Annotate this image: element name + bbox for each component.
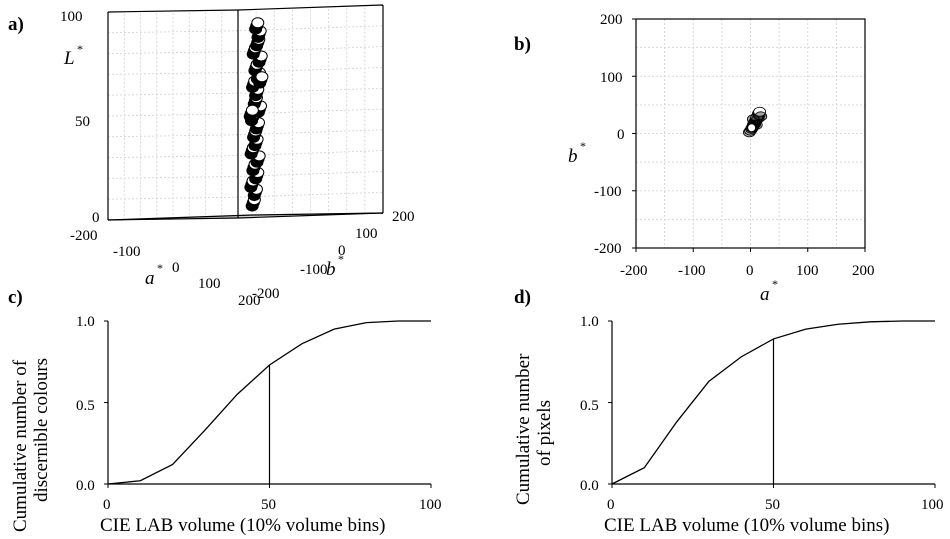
a-point [251, 17, 265, 29]
panel-b-scatter: 200 100 0 -100 -200 -200 -100 0 100 200 … [568, 12, 875, 305]
a-frame-edge [237, 4, 384, 11]
b-ytick-200: 200 [600, 12, 623, 28]
b-ylabel-sup: * [580, 139, 586, 153]
b-point-center [747, 123, 757, 133]
a-grid-level [107, 87, 384, 96]
a-ylabel: b [326, 259, 336, 280]
a-xtick-n200: -200 [70, 228, 98, 244]
a-xtick-100: 100 [198, 276, 221, 292]
panel-label-b: b) [514, 34, 531, 55]
b-ylabel: b [568, 146, 578, 167]
panel-a-3d-scatter: 100 50 0 L * -200 -100 0 100 200 a * 200… [60, 4, 415, 309]
b-xtick-100: 100 [796, 263, 819, 279]
b-xtick-n100: -100 [678, 263, 706, 279]
b-ytick-100: 100 [600, 70, 623, 86]
a-ytick-200: 200 [392, 209, 415, 225]
b-xtick-n200: -200 [620, 263, 648, 279]
a-ztick-50: 50 [75, 114, 90, 130]
a-grid-level [107, 191, 384, 200]
c-xlabel: CIE LAB volume (10% volume bins) [100, 515, 386, 536]
a-frame-edge [107, 9, 239, 13]
a-frame-edge [252, 212, 384, 216]
a-xtick-n100: -100 [113, 244, 141, 260]
a-zlabel-sup: * [77, 42, 83, 56]
b-xtick-200: 200 [852, 263, 875, 279]
panel-d-line-chart: 1.0 0.5 0.0 0 50 100 CIE LAB volume (10%… [513, 314, 944, 536]
a-frame-edge [107, 214, 254, 221]
d-ytick-05: 0.5 [580, 398, 599, 414]
a-ztick-0: 0 [92, 210, 100, 226]
panel-d-plot [608, 320, 936, 488]
c-ylabel-line1: Cumulative number of [10, 359, 31, 532]
a-xlabel-sup: * [157, 261, 163, 275]
a-point [255, 71, 269, 83]
a-ytick-n200: -200 [252, 286, 280, 302]
b-ytick-n100: -100 [594, 184, 622, 200]
a-zlabel: L [63, 48, 75, 69]
panel-label-d: d) [514, 287, 531, 308]
a-ytick-0: 0 [338, 243, 346, 259]
panel-b-ticks [632, 18, 866, 252]
panel-b-points [742, 106, 768, 138]
b-ytick-0: 0 [617, 127, 625, 143]
a-grid-level [107, 46, 384, 54]
panel-a-points [243, 17, 269, 212]
a-xtick-200: 200 [238, 293, 261, 309]
a-ytick-n100: -100 [300, 262, 328, 278]
a-grid-level [107, 129, 384, 138]
c-ytick-0: 0.0 [76, 478, 95, 494]
c-xtick-0: 0 [103, 497, 111, 513]
c-ylabel-line2: discernible colours [31, 358, 52, 502]
a-point [245, 104, 259, 116]
d-xtick-50: 50 [765, 497, 780, 513]
d-ytick-0: 0.0 [580, 478, 599, 494]
b-ytick-n200: -200 [594, 241, 622, 257]
d-ylabel-line2: of pixels [534, 400, 555, 466]
a-ztick-100: 100 [60, 9, 83, 25]
b-point [754, 111, 768, 122]
d-xtick-0: 0 [607, 497, 615, 513]
b-xlabel: a [760, 284, 770, 305]
panel-c-line-chart: 1.0 0.5 0.0 0 50 100 CIE LAB volume (10%… [10, 314, 442, 536]
a-ylabel-sup: * [338, 252, 344, 266]
panel-a-frame [107, 4, 384, 221]
a-xtick-0: 0 [172, 260, 180, 276]
a-grid-level [107, 67, 384, 75]
panel-c-plot [104, 320, 432, 488]
c-ytick-1: 1.0 [76, 314, 95, 330]
d-ylabel-line1: Cumulative number [513, 353, 534, 505]
a-grid-level [107, 25, 384, 34]
d-xlabel: CIE LAB volume (10% volume bins) [604, 515, 890, 536]
b-xtick-0: 0 [746, 263, 754, 279]
a-xlabel: a [145, 268, 155, 289]
c-xtick-100: 100 [419, 497, 442, 513]
panel-label-c: c) [8, 287, 23, 308]
d-ytick-1: 1.0 [580, 314, 599, 330]
c-ytick-05: 0.5 [76, 398, 95, 414]
d-xtick-100: 100 [921, 497, 944, 513]
a-grid-level [107, 171, 384, 179]
b-xlabel-sup: * [772, 277, 778, 291]
c-xtick-50: 50 [261, 497, 276, 513]
panel-label-a: a) [8, 14, 24, 35]
a-ytick-100: 100 [355, 226, 378, 242]
